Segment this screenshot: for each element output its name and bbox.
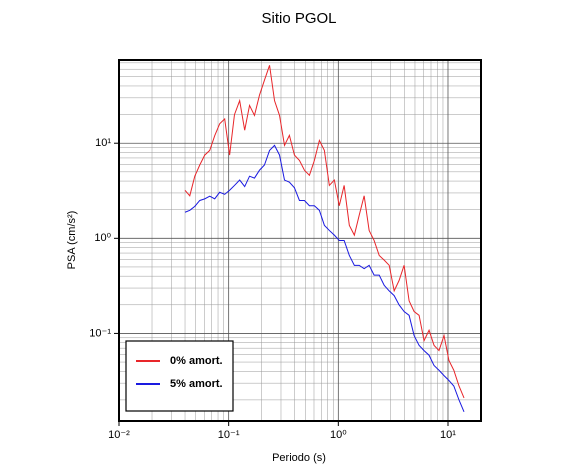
chart-title: Sitio PGOL [261,10,336,27]
y-tick-label: 10⁻¹ [89,327,111,339]
x-tick-label: 10⁻² [108,429,130,441]
y-axis-label: PSA (cm/s²) [66,211,78,270]
y-tick-label: 10⁰ [94,232,111,244]
x-axis-label: Periodo (s) [272,452,326,464]
legend: 0% amort. 5% amort. [125,340,234,412]
plot-frame [118,59,482,422]
legend-box [125,340,234,412]
x-tick-label: 10⁻¹ [218,429,240,441]
x-tick-label: 10¹ [440,429,456,441]
data-line [184,144,465,412]
legend-label: 0% amort. [170,355,223,367]
legend-label: 5% amort. [170,378,223,390]
data-line [184,65,465,399]
y-tick-label: 10¹ [95,137,111,149]
x-tick-label: 10⁰ [330,429,347,441]
